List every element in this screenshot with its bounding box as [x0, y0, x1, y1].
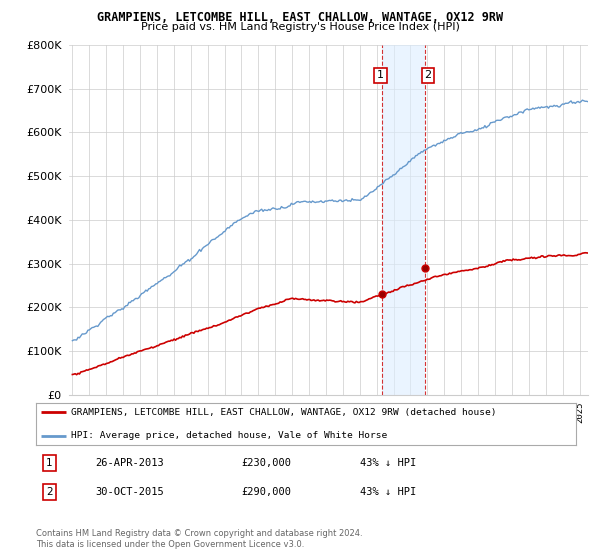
Text: 2: 2 — [424, 71, 431, 81]
Text: 43% ↓ HPI: 43% ↓ HPI — [360, 487, 416, 497]
Text: HPI: Average price, detached house, Vale of White Horse: HPI: Average price, detached house, Vale… — [71, 431, 388, 441]
Text: 26-APR-2013: 26-APR-2013 — [95, 458, 164, 468]
Text: 1: 1 — [377, 71, 384, 81]
Text: £230,000: £230,000 — [241, 458, 291, 468]
Text: Contains HM Land Registry data © Crown copyright and database right 2024.
This d: Contains HM Land Registry data © Crown c… — [36, 529, 362, 549]
Text: 1: 1 — [46, 458, 53, 468]
Text: GRAMPIENS, LETCOMBE HILL, EAST CHALLOW, WANTAGE, OX12 9RW (detached house): GRAMPIENS, LETCOMBE HILL, EAST CHALLOW, … — [71, 408, 497, 417]
Text: GRAMPIENS, LETCOMBE HILL, EAST CHALLOW, WANTAGE, OX12 9RW: GRAMPIENS, LETCOMBE HILL, EAST CHALLOW, … — [97, 11, 503, 24]
Text: £290,000: £290,000 — [241, 487, 291, 497]
Text: 2: 2 — [46, 487, 53, 497]
Bar — [382, 45, 425, 395]
Text: 30-OCT-2015: 30-OCT-2015 — [95, 487, 164, 497]
Text: 43% ↓ HPI: 43% ↓ HPI — [360, 458, 416, 468]
Text: Price paid vs. HM Land Registry's House Price Index (HPI): Price paid vs. HM Land Registry's House … — [140, 22, 460, 32]
